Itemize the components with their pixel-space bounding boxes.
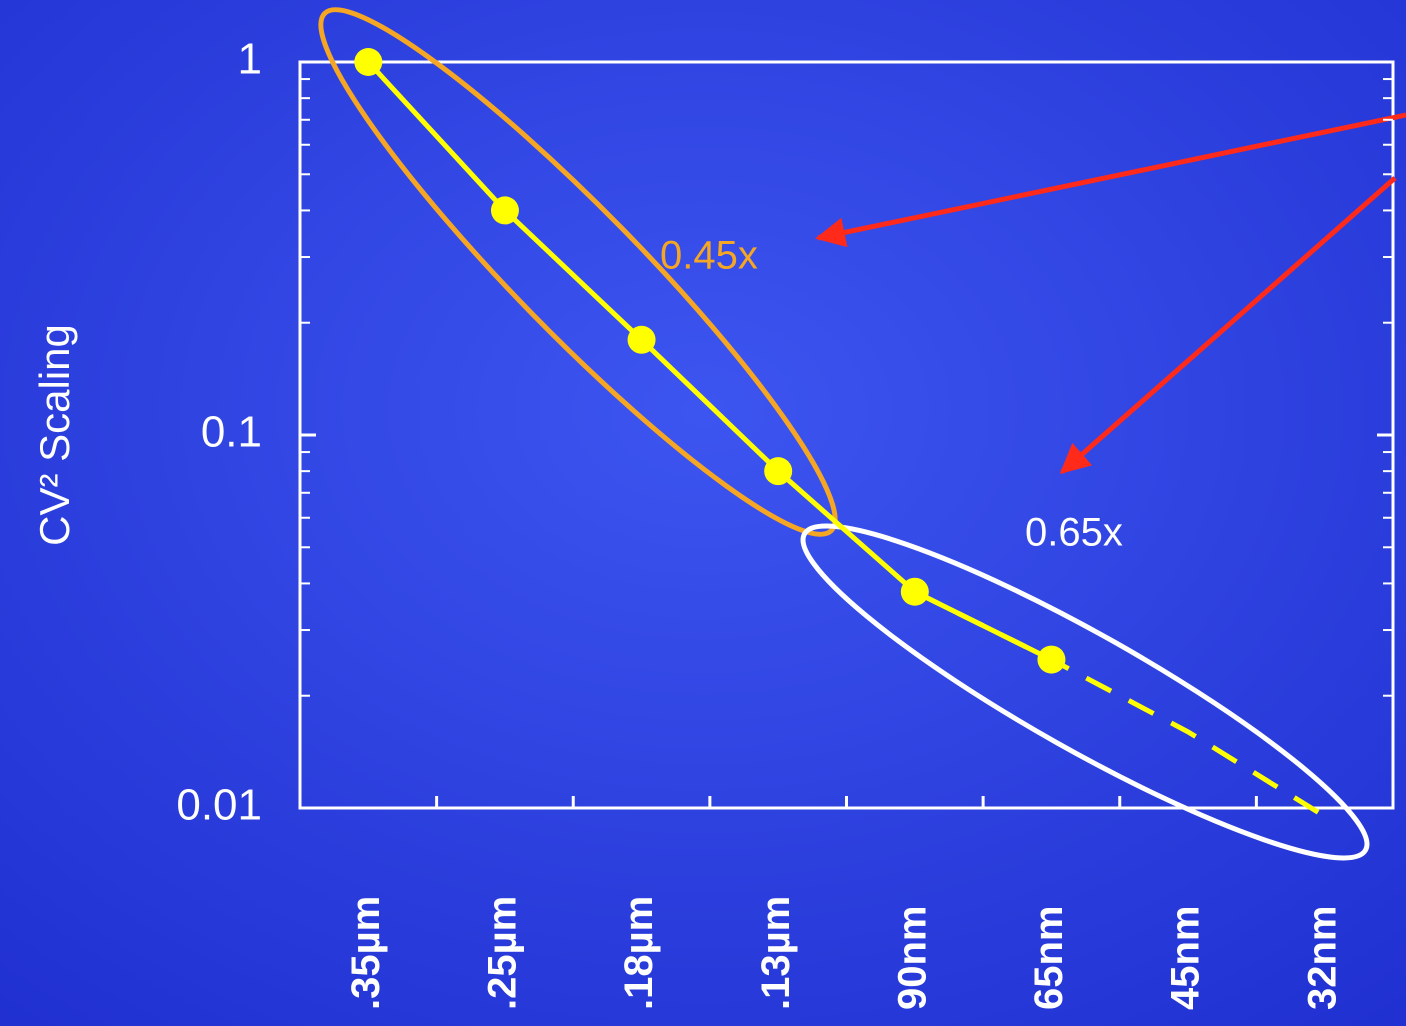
point: [354, 48, 382, 76]
x-tick-label: 90nm: [890, 906, 934, 1011]
y-tick-label: 0.01: [176, 781, 262, 830]
annotation: 0.65x: [1025, 511, 1123, 555]
annotation: 0.45x: [660, 234, 758, 278]
x-tick-label: .13µm: [754, 896, 798, 1010]
x-tick-label: .25µm: [481, 896, 525, 1010]
point: [628, 326, 656, 354]
chart: CV² Scaling 0.45x 0.65x 0.01 0.1 1 .35µm .25…: [0, 0, 1406, 1026]
x-tick-label: 65nm: [1027, 906, 1071, 1011]
x-tick-label: 45nm: [1164, 906, 1208, 1011]
point: [764, 457, 792, 485]
x-tick-label: .35µm: [344, 896, 388, 1010]
x-tick-label: 32nm: [1300, 906, 1344, 1011]
y-tick-label: 1: [238, 35, 262, 84]
point: [491, 196, 519, 224]
page: CV² Scaling 0.45x 0.65x 0.01 0.1 1 .35µm .25…: [0, 0, 1406, 1026]
y-axis-label: CV² Scaling: [31, 324, 78, 546]
y-tick-label: 0.1: [201, 408, 262, 457]
x-tick-label: .18µm: [617, 896, 661, 1010]
background: [0, 0, 1406, 1026]
